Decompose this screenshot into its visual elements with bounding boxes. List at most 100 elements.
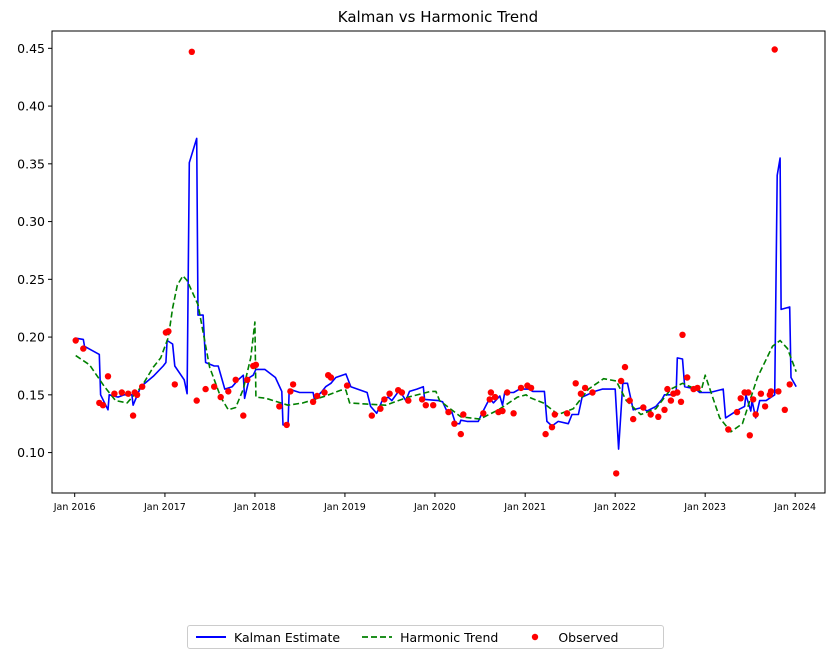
x-tick-label: Jan 2016 (53, 502, 96, 513)
observed-point (398, 389, 406, 396)
y-tick-label: 0.40 (17, 99, 45, 114)
observed-point (381, 396, 388, 403)
observed-point (630, 415, 637, 423)
kalman-estimate-line (75, 137, 797, 450)
observed-point (244, 376, 251, 383)
observed-point (617, 377, 625, 385)
observed-point (499, 407, 506, 415)
y-tick-label: 0.20 (17, 330, 45, 345)
observed-point (225, 388, 232, 395)
solid-line-swatch-icon (196, 636, 226, 638)
x-tick-label: Jan 2020 (413, 502, 456, 513)
observed-point (667, 397, 675, 404)
observed-point (283, 421, 290, 429)
legend-item-observed: Observed (520, 630, 618, 645)
legend-label-observed: Observed (558, 629, 619, 645)
y-tick-label: 0.45 (17, 41, 45, 56)
x-tick-label: Jan 2019 (323, 502, 366, 513)
x-tick-label: Jan 2022 (593, 502, 636, 513)
observed-point (202, 385, 209, 393)
observed-point (165, 328, 172, 335)
observed-point (460, 411, 467, 418)
observed-point (487, 389, 495, 396)
observed-point (430, 402, 437, 409)
observed-point (80, 345, 87, 352)
observed-point (745, 389, 752, 396)
observed-point (548, 424, 556, 431)
observed-point (767, 388, 775, 395)
observed-point (504, 389, 511, 396)
observed-point (377, 405, 384, 412)
observed-point (737, 395, 744, 402)
observed-point (422, 402, 429, 409)
observed-point (761, 403, 769, 410)
y-tick-label: 0.25 (17, 272, 45, 287)
observed-point (626, 397, 633, 404)
observed-point (786, 381, 793, 388)
observed-point (321, 389, 328, 396)
observed-point (517, 384, 525, 392)
observed-point (725, 426, 732, 433)
observed-point (527, 384, 535, 392)
observed-point (313, 392, 321, 400)
observed-point (752, 411, 759, 418)
observed-point (589, 389, 596, 396)
observed-point (661, 406, 668, 413)
observed-point (457, 430, 464, 438)
observed-point (252, 361, 260, 368)
observed-point (577, 390, 585, 397)
legend-item-kalman: Kalman Estimate (196, 630, 340, 645)
observed-point (193, 397, 200, 404)
observed-point (451, 420, 458, 427)
observed-point (129, 412, 137, 419)
observed-point (757, 390, 765, 397)
observed-point (746, 432, 753, 439)
legend-label-harmonic: Harmonic Trend (400, 629, 499, 645)
dot-marker-swatch-icon (532, 633, 539, 641)
dashed-line-swatch-icon (362, 636, 393, 638)
observed-point (572, 380, 579, 387)
observed-point (104, 373, 112, 380)
axes: 0.10 0.15 0.20 0.25 0.30 0.35 0.40 0.45 Jan 2016… (17, 30, 826, 513)
observed-point (418, 396, 426, 403)
observed-point (289, 381, 297, 388)
observed-point (287, 388, 294, 395)
y-tick-label: 0.30 (17, 214, 45, 229)
legend-label-kalman: Kalman Estimate (234, 629, 341, 645)
observed-point (486, 396, 493, 403)
observed-point (655, 413, 662, 420)
x-tick-label: Jan 2018 (233, 502, 276, 513)
observed-point (445, 408, 452, 416)
observed-point (551, 411, 558, 418)
chart-title: Kalman vs Harmonic Trend (338, 8, 538, 26)
observed-point (581, 384, 589, 392)
observed-point (510, 410, 517, 417)
observed-point (480, 410, 487, 417)
observed-point (684, 374, 691, 381)
observed-point (368, 412, 375, 419)
observed-point (775, 388, 782, 395)
observed-point (679, 331, 686, 338)
plot-area (72, 46, 797, 477)
observed-point (750, 396, 757, 403)
observed-point (664, 385, 671, 393)
observed-point (674, 389, 681, 396)
observed-point (405, 397, 412, 404)
x-tick-label: Jan 2017 (143, 502, 186, 513)
x-tick-label: Jan 2024 (773, 502, 816, 513)
harmonic-trend-line (75, 275, 797, 433)
plot-frame (51, 30, 826, 494)
observed-point (99, 402, 107, 409)
observed-point (542, 430, 549, 438)
observed-point (647, 411, 654, 418)
observed-point (211, 383, 218, 390)
observed-point (677, 398, 685, 405)
observed-point (327, 374, 335, 381)
observed-point (111, 390, 118, 397)
observed-point (118, 389, 126, 396)
legend: Kalman Estimate Harmonic Trend Observed (187, 625, 664, 649)
observed-point (343, 382, 351, 389)
observed-point (640, 404, 647, 411)
observed-point (733, 408, 741, 416)
